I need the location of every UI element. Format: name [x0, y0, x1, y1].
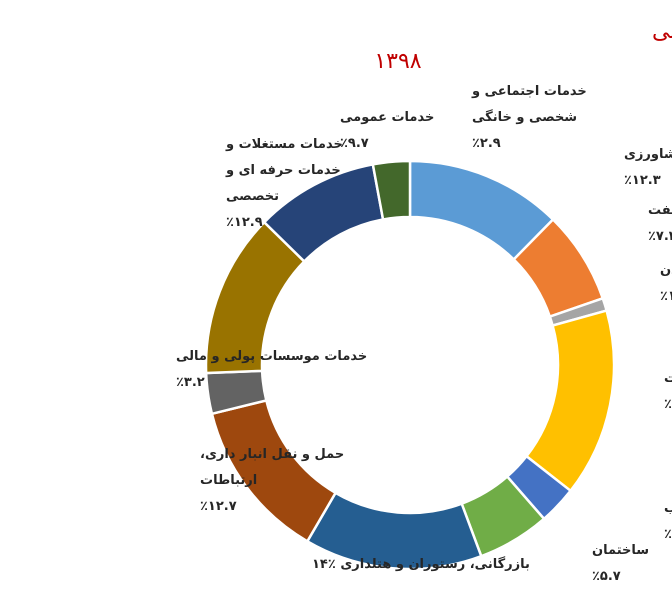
slice-12-label-line-3: ٪۲.۹	[472, 136, 501, 151]
slice-8-label-line-3: ٪۱۲.۷	[200, 499, 237, 514]
slice-10-label-line-3: تخصصی	[226, 189, 279, 204]
slice-3-label-line-1: معدن	[660, 263, 672, 278]
slice-12-label-line-1: خدمات اجتماعی و	[471, 84, 587, 99]
slice-4	[524, 309, 616, 493]
slice-3-label-line-2: ٪۱.۰	[660, 289, 672, 304]
chart-title-line-1: سهم بخش های مختلف اقتصادی در تولید ناخال…	[652, 19, 672, 44]
chart-title-line-2: ۱۳۹۸	[374, 49, 421, 74]
slice-1-label-line-1: گروه کشاورزی	[624, 146, 672, 162]
slice-2-label-line-1: گروه نفت	[648, 202, 672, 218]
slice-11-label-line-2: ٪۹.۷	[340, 136, 369, 151]
slice-10-label-line-1: خدمات مستغلات و	[225, 137, 343, 152]
slice-labels: گروه کشاورزی ٪۱۲.۳ گروه نفت ٪۷.۳ معدن ٪۱.۰ صنع…	[176, 84, 672, 584]
slice-10-label-line-4: ٪۱۲.۹	[226, 215, 263, 230]
slice-5-label-line-1: برق، گاز، آب	[664, 499, 672, 516]
slice-2-label-line-2: ٪۷.۳	[648, 229, 672, 244]
slice-1-label-line-2: ٪۱۲.۳	[624, 173, 661, 188]
slice-6-label-line-2: ٪۵.۷	[592, 569, 621, 584]
slice-10-label-line-2: خدمات حرفه ای و	[225, 163, 341, 178]
slice-5-label-line-2: ٪۳.۰	[664, 527, 672, 542]
slice-6-label-line-1: ساختمان	[592, 543, 649, 558]
slice-8-label-line-1: حمل و نقل انبار داری،	[200, 447, 344, 462]
donut-slices	[204, 159, 616, 571]
slice-8-label-line-2: ارتباطات	[200, 473, 257, 488]
slice-8	[210, 398, 338, 544]
slice-12-label-line-2: شخصی و خانگی	[472, 109, 577, 125]
slice-4-label-line-2: ٪۱۴.۸	[664, 397, 672, 412]
slice-9-label-line-1: خدمات موسسات پولی و مالی	[176, 349, 367, 364]
slice-9-label-line-2: ٪۳.۲	[176, 375, 205, 390]
slice-12	[371, 159, 412, 221]
slice-11-label-line-1: خدمات عمومی	[340, 110, 434, 125]
slice-4-label-line-1: صنعت	[664, 371, 672, 386]
slice-7-label-line-1: بازرگانی، رستوران و هتلداری ٪۱۴	[312, 556, 530, 572]
